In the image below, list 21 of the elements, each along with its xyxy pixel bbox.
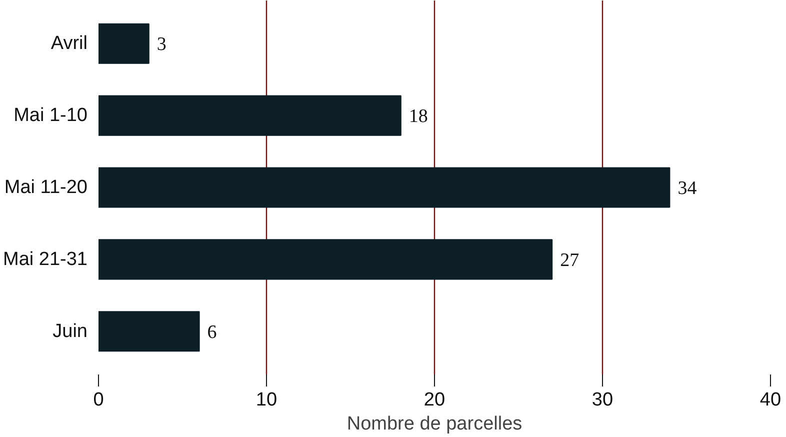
data-label: 3 (156, 34, 166, 56)
y-tick-label: Juin (52, 320, 88, 342)
data-label: 27 (560, 250, 580, 271)
y-tick-label: Avril (50, 33, 88, 54)
x-tick-label: 0 (93, 390, 104, 410)
data-label: 34 (678, 178, 698, 199)
y-tick-label: Mai 11-20 (4, 177, 88, 198)
bar (98, 23, 150, 64)
bar (98, 311, 200, 352)
data-label: 6 (207, 322, 217, 343)
bar (98, 167, 670, 208)
bar (98, 95, 402, 136)
y-tick-label: Mai 21-31 (3, 248, 88, 270)
x-tick-label: 30 (592, 390, 614, 410)
x-tick-label: 40 (760, 390, 782, 410)
y-tick-label: Mai 1-10 (14, 105, 88, 126)
bar (98, 239, 553, 280)
x-axis-title: Nombre de parcelles (346, 414, 522, 434)
data-label: 18 (408, 106, 428, 128)
x-tick-label: 20 (424, 390, 446, 410)
x-tick-label: 10 (256, 390, 278, 410)
